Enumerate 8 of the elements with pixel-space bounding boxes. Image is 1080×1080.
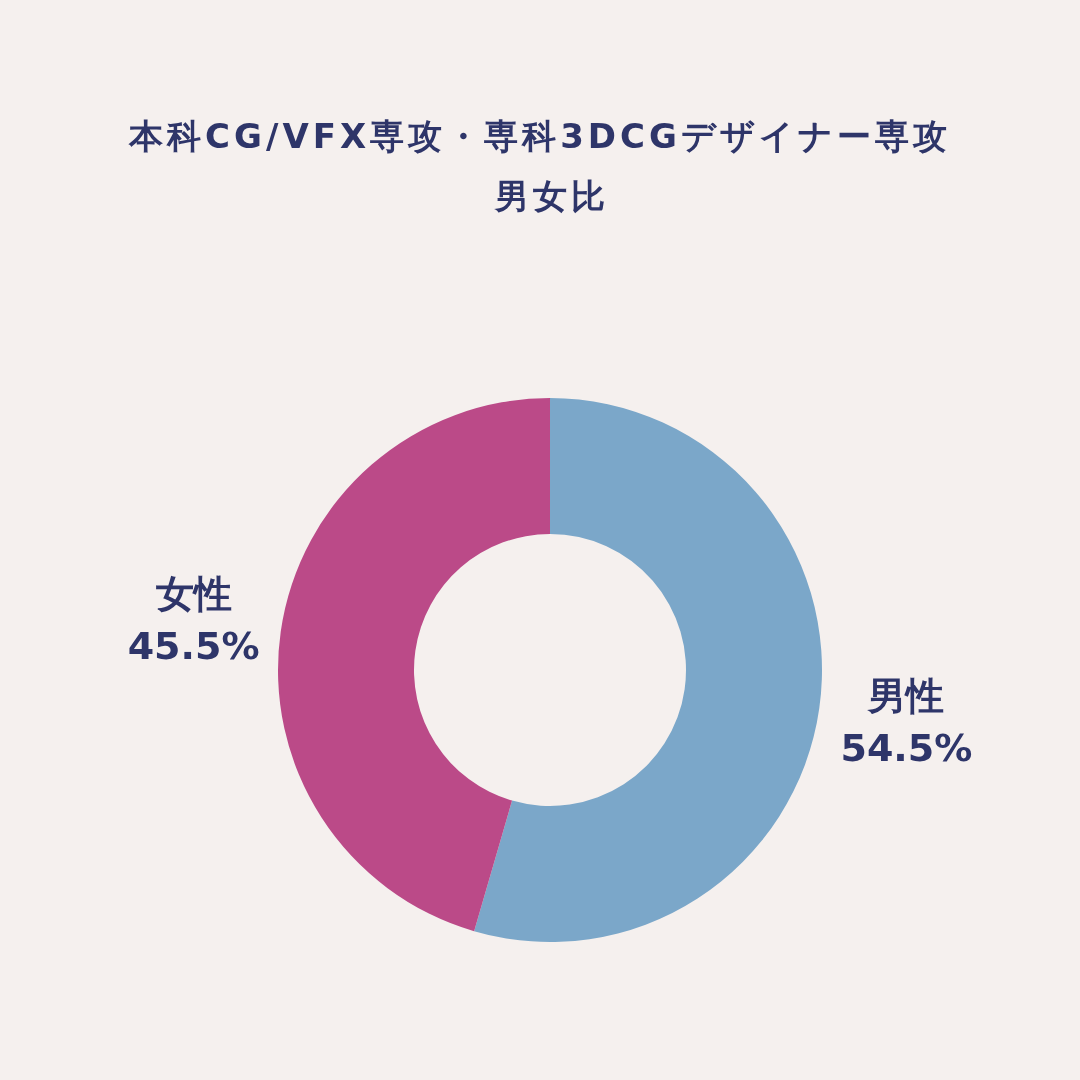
slice-label: 男性 bbox=[867, 673, 945, 718]
data-label: 45.5% bbox=[127, 624, 260, 669]
chart-subtitle: 男女比 bbox=[494, 176, 609, 216]
slice-label: 女性 bbox=[155, 572, 232, 617]
donut-slice bbox=[474, 398, 822, 942]
data-label: 54.5% bbox=[840, 725, 973, 770]
chart-title: 本科CG/VFX専攻・専科3DCGデザイナー専攻 bbox=[128, 116, 951, 156]
donut-slice bbox=[278, 398, 550, 932]
